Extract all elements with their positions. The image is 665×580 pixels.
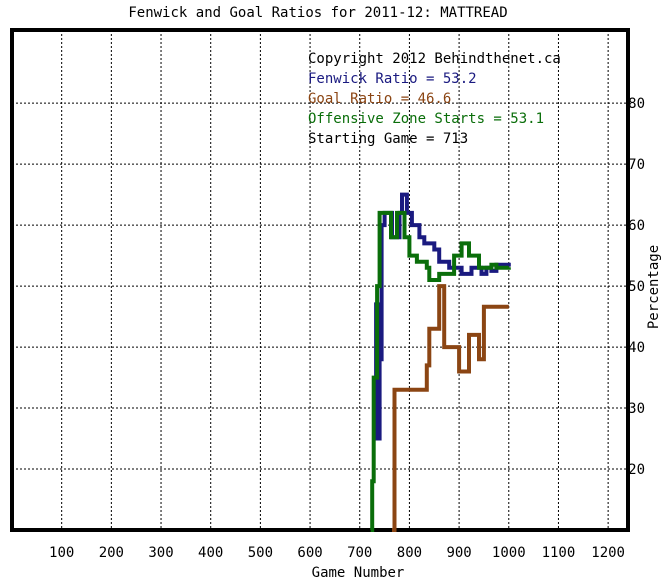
series-line-offensive-zone-starts [370,210,511,532]
x-tick-label: 600 [297,545,322,561]
x-tick-label: 800 [397,545,422,561]
annotation-starting-game: Starting Game = 713 [308,131,468,147]
series-line-goal-ratio [392,284,509,532]
y-tick-label: 70 [628,157,645,173]
legend-goal-ratio: Goal Ratio = 46.6 [308,91,451,107]
x-tick-label: 1200 [591,545,625,561]
x-tick-label: 1100 [542,545,576,561]
legend-fenwick-ratio: Fenwick Ratio = 53.2 [308,71,477,87]
y-tick-label: 30 [628,401,645,417]
x-tick-label: 900 [446,545,471,561]
chart-title: Fenwick and Goal Ratios for 2011-12: MAT… [128,5,507,21]
y-axis-label: Percentage [646,245,662,329]
y-tick-label: 50 [628,279,645,295]
y-tick-label: 80 [628,96,645,112]
x-tick-label: 1000 [492,545,526,561]
x-tick-label: 100 [49,545,74,561]
x-tick-label: 200 [99,545,124,561]
x-tick-label: 700 [347,545,372,561]
y-tick-label: 40 [628,340,645,356]
x-tick-label: 300 [148,545,173,561]
annotation-copyright: Copyright 2012 Behindthenet.ca [308,51,561,67]
y-tick-label: 60 [628,218,645,234]
x-tick-labels: 100 200 300 400 500 600 700 800 900 1000 1100 1200 [49,545,625,561]
legend: Copyright 2012 Behindthenet.ca Fenwick R… [308,51,561,147]
series-lines [370,192,511,532]
x-tick-label: 400 [198,545,223,561]
plot-frame [10,28,630,532]
legend-offensive-zone-starts: Offensive Zone Starts = 53.1 [308,111,544,127]
x-axis-label: Game Number [312,565,405,580]
y-tick-labels: 20 30 40 50 60 70 80 [628,96,645,478]
y-tick-label: 20 [628,462,645,478]
x-tick-label: 500 [248,545,273,561]
series-line-fenwick-ratio [374,192,511,441]
grid [12,30,628,530]
